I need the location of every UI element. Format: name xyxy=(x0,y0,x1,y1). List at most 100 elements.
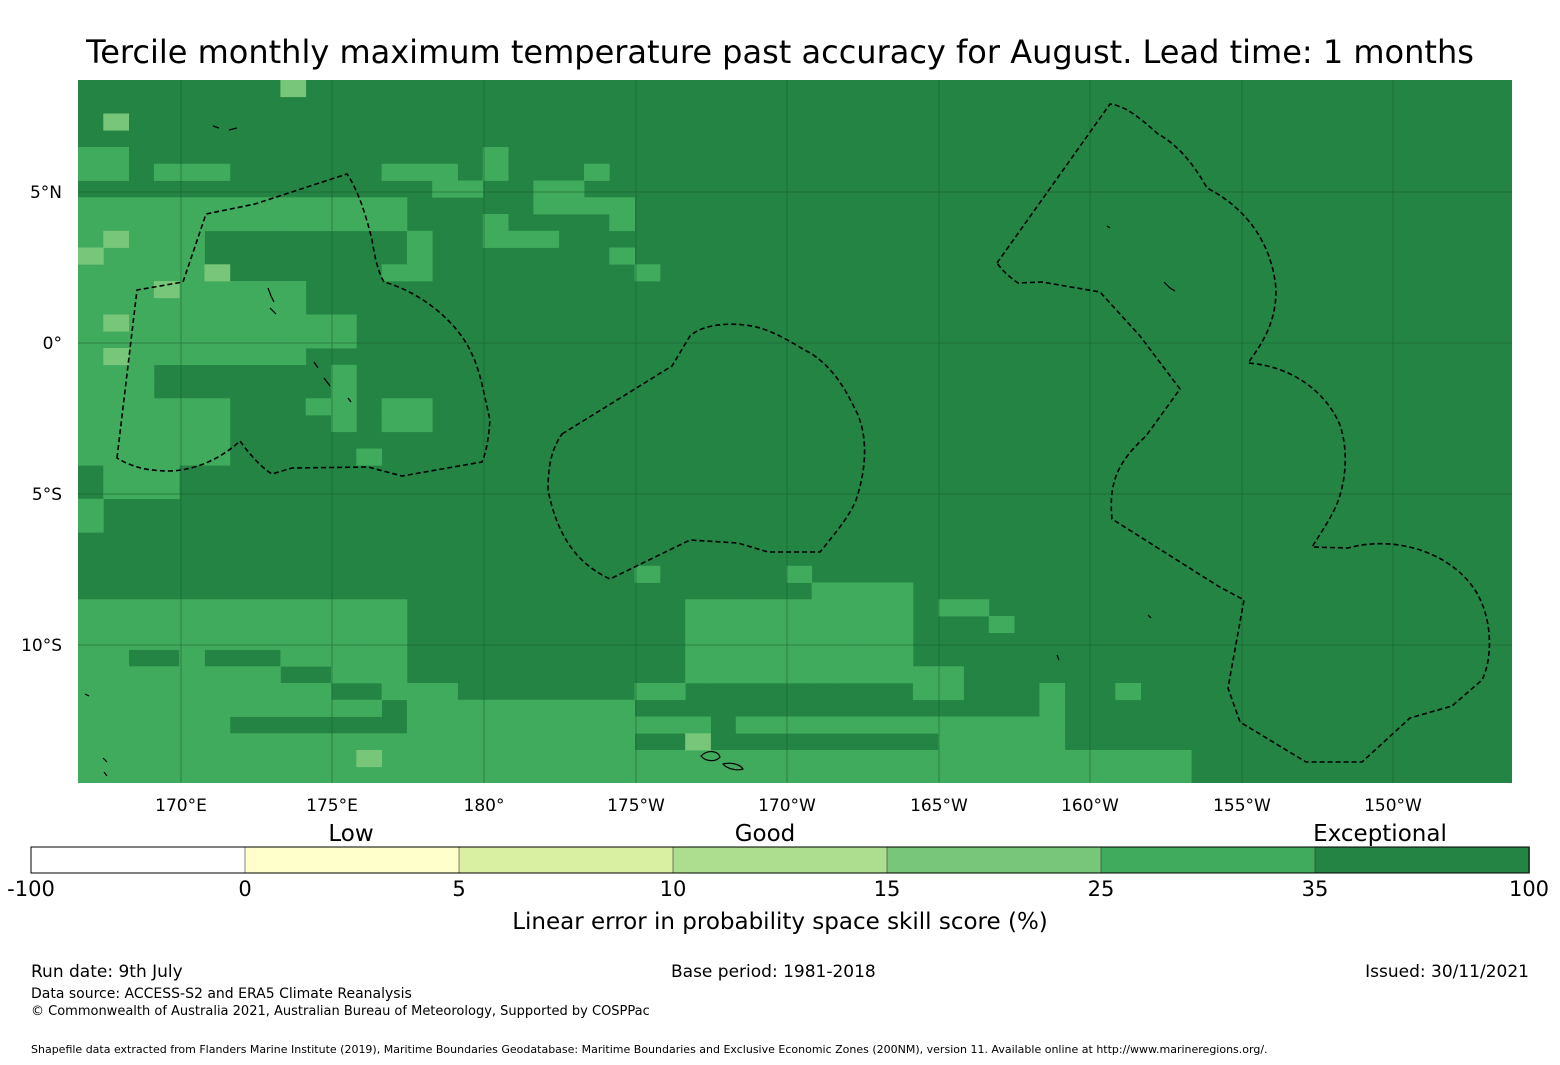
skill-cell xyxy=(381,616,408,634)
skill-cell xyxy=(862,766,888,783)
skill-cell xyxy=(255,683,281,701)
skill-cell xyxy=(280,214,307,232)
skill-cell xyxy=(887,649,914,667)
skill-cell xyxy=(457,716,484,734)
skill-cell xyxy=(356,632,382,650)
skill-cell xyxy=(204,398,231,416)
skill-cell xyxy=(862,750,888,768)
skill-cell xyxy=(78,683,104,701)
skill-cell xyxy=(406,750,433,768)
skill-cell xyxy=(78,348,104,366)
skill-cell xyxy=(103,649,129,667)
skill-cell xyxy=(735,666,762,684)
colorbar-frame xyxy=(30,846,1530,874)
skill-cell xyxy=(78,230,104,248)
skill-cell xyxy=(432,163,458,181)
skill-cell xyxy=(761,666,787,684)
skill-cell xyxy=(78,616,104,634)
island-abemama xyxy=(313,361,352,403)
colorbar-label: Linear error in probability space skill … xyxy=(512,909,1048,935)
skill-cell xyxy=(558,716,585,734)
skill-cell xyxy=(103,599,129,617)
skill-cell xyxy=(78,147,104,165)
skill-cell xyxy=(508,750,534,768)
skill-cell xyxy=(432,766,458,783)
skill-cell xyxy=(761,599,787,617)
island-misc-east xyxy=(1056,225,1152,661)
skill-cell xyxy=(331,314,357,332)
skill-cell xyxy=(685,599,711,617)
skill-cell xyxy=(229,348,256,366)
skill-cell xyxy=(103,766,129,783)
lon-label: 160°W xyxy=(1061,796,1119,816)
skill-cell xyxy=(837,666,863,684)
skill-cell xyxy=(153,716,180,734)
skill-cell xyxy=(634,766,661,783)
skill-cell xyxy=(356,666,382,684)
skill-cell xyxy=(280,616,307,634)
skill-cell xyxy=(432,750,458,768)
skill-cell xyxy=(153,348,180,366)
skill-cell xyxy=(381,666,408,684)
skill-cell xyxy=(103,465,129,483)
skill-cell xyxy=(988,733,1015,751)
skill-cell xyxy=(685,733,711,751)
skill-cell xyxy=(356,197,382,215)
skill-cell xyxy=(887,716,914,734)
skill-cell xyxy=(482,230,509,248)
skill-cell xyxy=(887,666,914,684)
skill-cell xyxy=(78,297,104,315)
skill-cell xyxy=(128,398,155,416)
skill-cell xyxy=(988,616,1015,634)
skill-cell xyxy=(331,750,357,768)
skill-cell xyxy=(305,733,332,751)
skill-cell xyxy=(128,415,155,433)
colorbar-swatches xyxy=(31,846,1530,874)
colorbar-swatch xyxy=(1314,846,1530,874)
skill-cell xyxy=(153,482,180,500)
skill-cell xyxy=(331,214,357,232)
skill-cell xyxy=(558,180,585,198)
skill-cell xyxy=(406,230,433,248)
skill-cell xyxy=(204,348,231,366)
skill-cell xyxy=(609,214,635,232)
skill-cell xyxy=(786,599,813,617)
skill-cell xyxy=(710,666,737,684)
skill-cell xyxy=(356,766,382,783)
skill-cell xyxy=(1039,683,1066,701)
skill-cell xyxy=(204,766,231,783)
skill-cell xyxy=(204,733,231,751)
skill-cell xyxy=(153,247,180,265)
skill-cell xyxy=(862,649,888,667)
skill-cell xyxy=(78,264,104,282)
skill-cell xyxy=(381,599,408,617)
skill-cell xyxy=(305,314,332,332)
skill-cell xyxy=(103,281,129,299)
eez-boundaries xyxy=(116,103,1491,763)
lon-label: 165°W xyxy=(910,796,968,816)
skill-cell xyxy=(153,230,180,248)
skill-cell xyxy=(659,716,686,734)
skill-cell xyxy=(204,415,231,433)
skill-cell xyxy=(229,699,256,717)
skill-cell xyxy=(103,314,129,332)
skill-cell xyxy=(1014,766,1040,783)
skill-cell xyxy=(482,766,509,783)
skill-cell xyxy=(153,616,180,634)
skill-cell xyxy=(103,750,129,768)
skill-cell xyxy=(153,699,180,717)
skill-cell xyxy=(584,750,610,768)
colorbar-ticks: -100 0 5 10 15 25 35 100 xyxy=(7,877,1549,901)
skill-cell xyxy=(331,381,357,399)
skill-cell xyxy=(406,163,433,181)
skill-cell xyxy=(78,750,104,768)
skill-cell xyxy=(331,632,357,650)
skill-cell xyxy=(685,616,711,634)
skill-cell xyxy=(811,599,838,617)
skill-cell xyxy=(533,230,560,248)
skill-cell xyxy=(103,666,129,684)
skill-cell xyxy=(229,197,256,215)
skill-cell xyxy=(280,766,307,783)
skill-cell xyxy=(229,281,256,299)
skill-cell xyxy=(811,666,838,684)
